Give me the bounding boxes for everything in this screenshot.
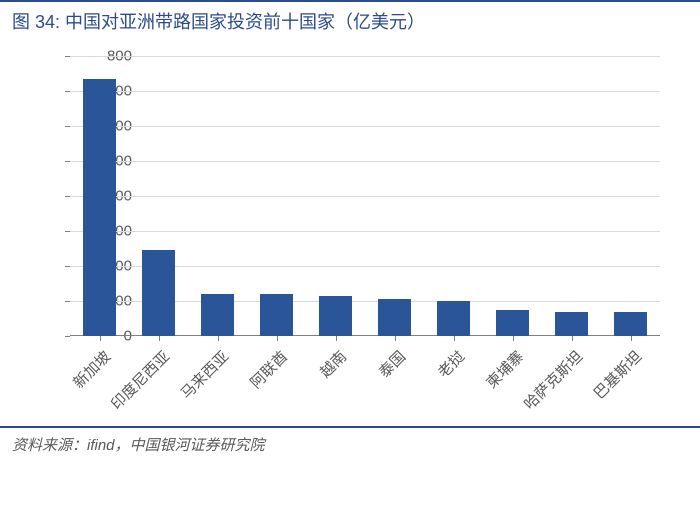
xtick-label: 阿联酋 bbox=[245, 346, 292, 393]
bar bbox=[378, 299, 410, 336]
bars-container bbox=[70, 56, 660, 336]
bar-slot bbox=[542, 56, 601, 336]
xlabel-slot: 越南 bbox=[306, 346, 365, 436]
bar-slot bbox=[424, 56, 483, 336]
xlabel-slot: 马来西亚 bbox=[188, 346, 247, 436]
xlabel-slot: 泰国 bbox=[365, 346, 424, 436]
bar-slot bbox=[188, 56, 247, 336]
bar-slot bbox=[247, 56, 306, 336]
bar bbox=[201, 294, 233, 336]
xtick-mark bbox=[395, 336, 396, 341]
bar bbox=[142, 250, 174, 336]
bar bbox=[555, 312, 587, 337]
bar bbox=[614, 312, 646, 337]
xtick-mark bbox=[100, 336, 101, 341]
xtick-mark bbox=[454, 336, 455, 341]
bar bbox=[83, 79, 115, 336]
xtick-mark bbox=[218, 336, 219, 341]
xlabel-slot: 巴基斯坦 bbox=[601, 346, 660, 436]
bar-slot bbox=[483, 56, 542, 336]
bar bbox=[496, 310, 528, 336]
bar-slot bbox=[365, 56, 424, 336]
bar-slot bbox=[129, 56, 188, 336]
bar-slot bbox=[306, 56, 365, 336]
xtick-label: 老挝 bbox=[432, 346, 468, 382]
xtick-mark bbox=[336, 336, 337, 341]
chart-title: 图 34: 中国对亚洲带路国家投资前十国家（亿美元） bbox=[0, 2, 700, 40]
xtick-label: 越南 bbox=[314, 346, 350, 382]
xtick-mark bbox=[631, 336, 632, 341]
bar bbox=[260, 294, 292, 336]
plot-region bbox=[70, 56, 660, 336]
xtick-mark bbox=[277, 336, 278, 341]
xtick-label: 泰国 bbox=[373, 346, 409, 382]
bar bbox=[319, 296, 351, 336]
xlabel-slot: 老挝 bbox=[424, 346, 483, 436]
xtick-mark bbox=[159, 336, 160, 341]
ytick-mark bbox=[65, 336, 70, 337]
xtick-mark bbox=[572, 336, 573, 341]
xtick-label: 柬埔寨 bbox=[481, 346, 528, 393]
xlabel-slot: 阿联酋 bbox=[247, 346, 306, 436]
bar-slot bbox=[601, 56, 660, 336]
bar bbox=[437, 301, 469, 336]
x-labels: 新加坡印度尼西亚马来西亚阿联酋越南泰国老挝柬埔寨哈萨克斯坦巴基斯坦 bbox=[70, 346, 660, 436]
xtick-mark bbox=[513, 336, 514, 341]
bar-slot bbox=[70, 56, 129, 336]
xtick-label: 新加坡 bbox=[68, 346, 115, 393]
chart-area: 0100200300400500600700800 新加坡印度尼西亚马来西亚阿联… bbox=[20, 46, 680, 426]
